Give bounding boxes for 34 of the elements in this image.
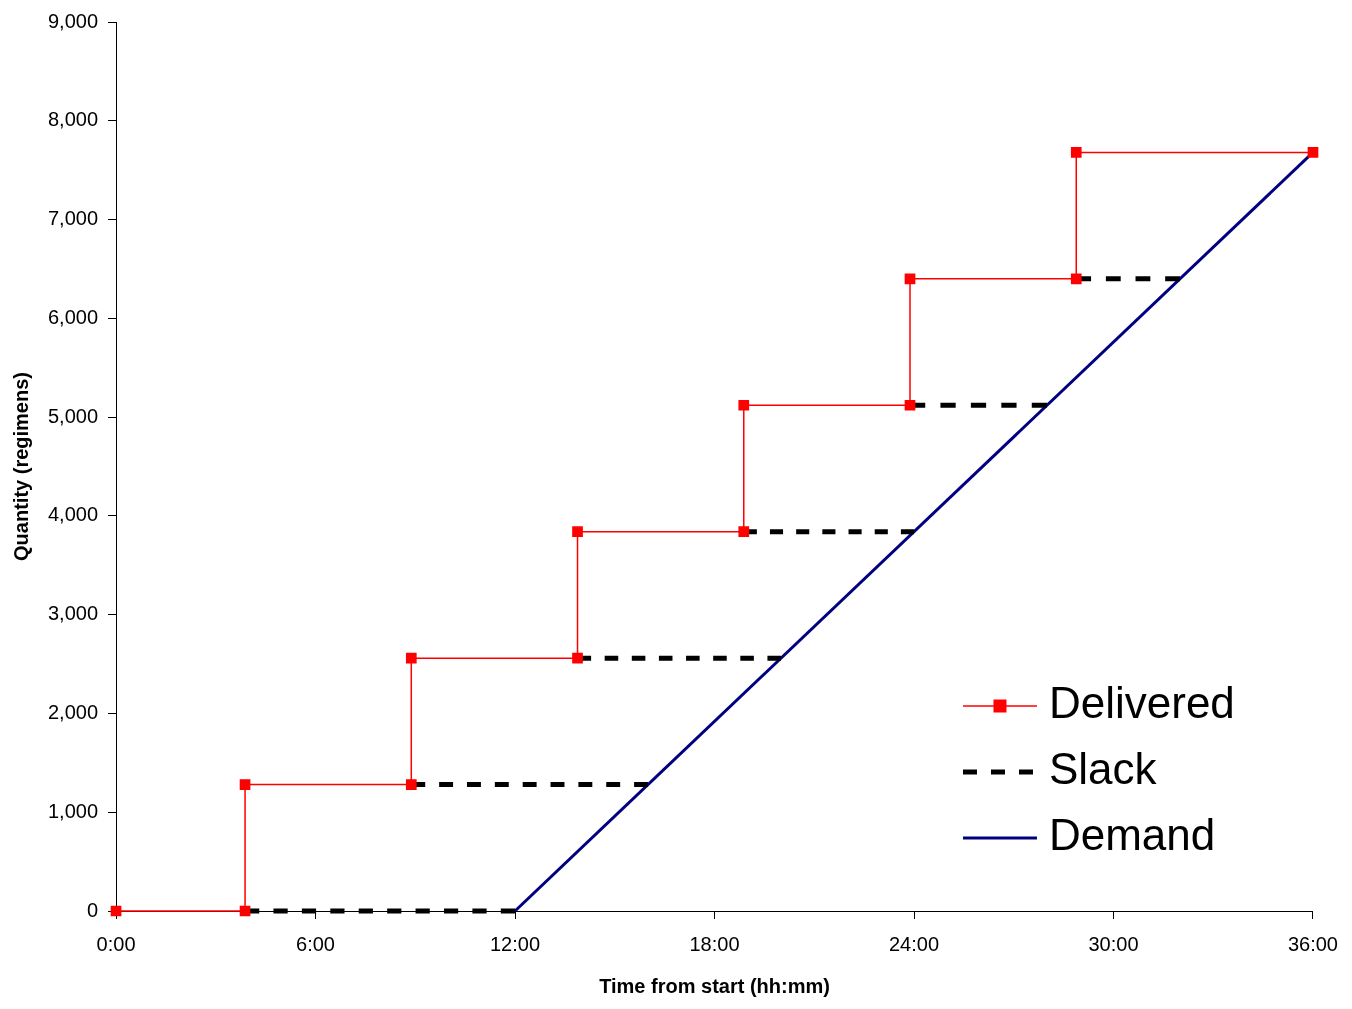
y-tick-label: 0 xyxy=(86,898,99,921)
point xyxy=(405,652,417,664)
x-tick-label: 12:00 xyxy=(489,932,541,955)
point xyxy=(738,399,750,411)
x-tick-label: 18:00 xyxy=(689,932,740,955)
y-tick-label: 6,000 xyxy=(47,305,99,328)
legend-label: Slack xyxy=(1048,744,1158,794)
x-tick-label: 30:00 xyxy=(1088,932,1139,955)
y-tick-label: 7,000 xyxy=(47,207,99,230)
x-tick-label: 24:00 xyxy=(888,932,940,955)
y-tick-label: 8,000 xyxy=(47,108,99,131)
y-tick-label: 2,000 xyxy=(47,700,99,723)
point xyxy=(1307,147,1319,158)
point xyxy=(904,399,916,411)
x-tick-label: 0:00 xyxy=(96,932,136,955)
point xyxy=(738,526,750,538)
x-axis-title: Time from start (hh:mm) xyxy=(599,974,830,997)
legend-label: Delivered xyxy=(1048,678,1235,728)
point xyxy=(572,526,583,538)
y-tick-label: 4,000 xyxy=(47,503,99,526)
y-tick-label: 5,000 xyxy=(47,404,99,427)
y-tick-label: 3,000 xyxy=(47,602,99,625)
point xyxy=(904,273,916,285)
x-tick-label: 36:00 xyxy=(1287,932,1339,955)
point xyxy=(1070,147,1082,158)
legend-label: Demand xyxy=(1048,810,1216,860)
y-tick-label: 1,000 xyxy=(47,799,99,822)
point xyxy=(405,779,417,790)
y-tick-label: 9,000 xyxy=(47,9,99,32)
point xyxy=(1070,273,1082,285)
y-axis-title: Quantity (regimens) xyxy=(9,372,32,561)
point xyxy=(572,652,583,664)
x-tick-label: 6:00 xyxy=(296,932,336,955)
point xyxy=(239,779,251,790)
